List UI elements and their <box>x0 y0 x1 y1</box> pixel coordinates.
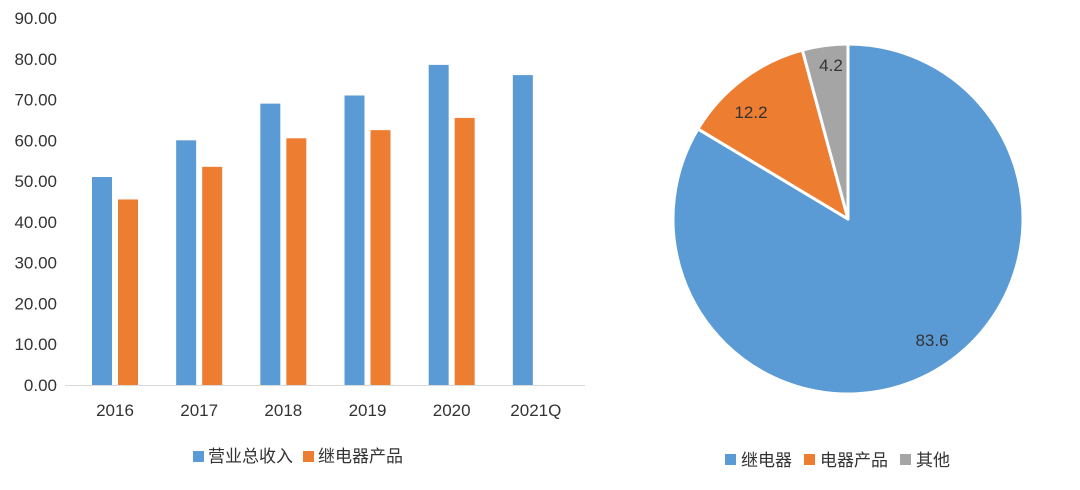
legend-swatch <box>725 454 736 465</box>
x-tick-label: 2019 <box>349 401 387 420</box>
legend-label: 电器产品 <box>820 451 888 470</box>
y-tick-label: 40.00 <box>14 213 57 232</box>
bar-legend: 营业总收入 继电器产品 <box>193 447 403 466</box>
bar-total-revenue-2019 <box>344 95 365 385</box>
legend-label: 其他 <box>916 451 950 470</box>
bar-relay-products-2019 <box>370 130 391 385</box>
bar-total-revenue-2021Q1-3 <box>512 75 533 385</box>
bar-relay-products-2016 <box>118 199 138 385</box>
x-tick-label: 2016 <box>96 401 134 420</box>
x-tick-label: 2017 <box>180 401 218 420</box>
bar-relay-products-2020 <box>454 117 475 386</box>
legend-label: 继电器 <box>741 451 792 470</box>
pie-data-label: 83.6 <box>915 331 948 350</box>
bar-relay-products-2018 <box>286 138 307 385</box>
legend-swatch <box>303 451 314 462</box>
bar-total-revenue-2017 <box>176 140 197 385</box>
y-tick-label: 20.00 <box>14 294 57 313</box>
legend-swatch <box>804 454 815 465</box>
pie-data-label: 12.2 <box>734 103 767 122</box>
y-tick-label: 50.00 <box>14 172 57 191</box>
x-tick-label: 2021Q <box>510 401 561 420</box>
pie-data-label: 4.2 <box>819 56 843 75</box>
y-tick-label: 0.00 <box>24 376 57 395</box>
bar-total-revenue-2018 <box>260 103 281 385</box>
pie-chart: 83.6 12.2 4.2 <box>671 42 1025 396</box>
y-tick-label: 90.00 <box>14 9 57 28</box>
pie-slice-electrical-products <box>696 48 850 221</box>
y-tick-label: 60.00 <box>14 131 57 150</box>
y-tick-label: 30.00 <box>14 254 57 273</box>
y-tick-label: 70.00 <box>14 91 57 110</box>
y-tick-label: 80.00 <box>14 50 57 69</box>
legend-label: 继电器产品 <box>318 447 403 466</box>
pie-legend: 继电器 电器产品 其他 <box>725 451 950 470</box>
bar-chart: 0.00 10.00 20.00 30.00 40.00 50.00 60.00 70.00 8… <box>14 9 585 420</box>
x-tick-label: 2018 <box>264 401 302 420</box>
pie-slice-other <box>800 42 850 221</box>
x-tick-label: 2020 <box>433 401 471 420</box>
bar-total-revenue-2020 <box>428 64 449 386</box>
legend-label: 营业总收入 <box>208 447 293 466</box>
legend-swatch <box>900 454 911 465</box>
bar-relay-products-2017 <box>202 166 223 385</box>
legend-swatch <box>193 451 204 462</box>
y-tick-label: 10.00 <box>14 335 57 354</box>
bar-total-revenue-2016 <box>92 177 112 385</box>
